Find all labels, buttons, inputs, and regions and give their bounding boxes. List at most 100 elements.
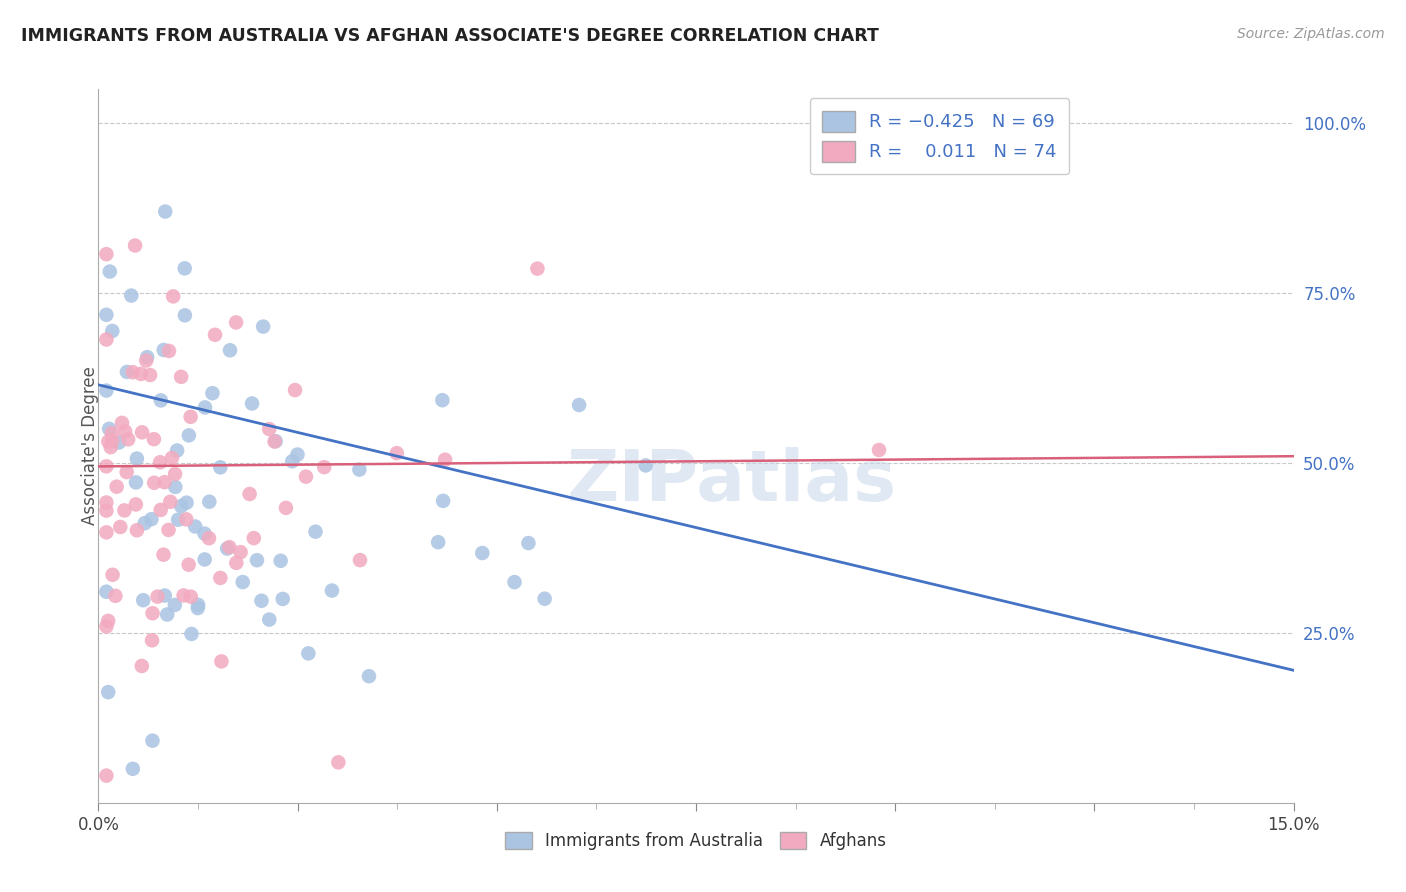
Point — [96, 333, 118, 347]
Point — [153, 475, 176, 490]
Point — [96, 503, 118, 517]
Point — [134, 516, 156, 530]
Point — [868, 443, 890, 458]
Point — [257, 422, 280, 436]
Point — [132, 593, 155, 607]
Point — [163, 598, 186, 612]
Point — [131, 659, 153, 673]
Point — [174, 308, 197, 322]
Point — [297, 646, 319, 660]
Point — [209, 654, 232, 668]
Point — [314, 460, 336, 475]
Text: IMMIGRANTS FROM AUSTRALIA VS AFGHAN ASSOCIATE'S DEGREE CORRELATION CHART: IMMIGRANTS FROM AUSTRALIA VS AFGHAN ASSO… — [21, 27, 879, 45]
Point — [259, 613, 281, 627]
Point — [187, 598, 209, 612]
Point — [568, 398, 591, 412]
Point — [146, 590, 169, 604]
Point — [193, 526, 215, 541]
Point — [117, 433, 139, 447]
Point — [152, 548, 174, 562]
Point — [98, 422, 121, 436]
Point — [239, 487, 262, 501]
Point — [434, 452, 457, 467]
Point — [97, 434, 120, 449]
Point — [112, 503, 135, 517]
Point — [184, 519, 207, 533]
Point — [129, 367, 152, 381]
Point — [101, 434, 124, 448]
Point — [136, 350, 159, 364]
Point — [232, 575, 254, 590]
Point — [180, 590, 202, 604]
Point — [101, 567, 124, 582]
Point — [218, 540, 240, 554]
Point — [96, 769, 118, 783]
Point — [149, 455, 172, 469]
Point — [287, 448, 309, 462]
Point — [141, 733, 163, 747]
Point — [165, 480, 187, 494]
Point — [131, 425, 153, 440]
Point — [170, 369, 193, 384]
Point — [281, 454, 304, 468]
Point — [121, 365, 143, 379]
Point — [149, 393, 172, 408]
Point — [96, 247, 118, 261]
Point — [250, 593, 273, 607]
Point — [471, 546, 494, 560]
Point — [187, 601, 209, 615]
Point — [270, 554, 292, 568]
Point — [194, 401, 217, 415]
Point — [155, 204, 177, 219]
Point — [159, 495, 181, 509]
Legend: Immigrants from Australia, Afghans: Immigrants from Australia, Afghans — [496, 824, 896, 859]
Point — [166, 443, 188, 458]
Point — [125, 498, 148, 512]
Point — [349, 553, 371, 567]
Point — [219, 343, 242, 358]
Point — [156, 607, 179, 622]
Point — [162, 289, 184, 303]
Text: ZIPatlas: ZIPatlas — [567, 447, 897, 516]
Point — [252, 319, 274, 334]
Point — [110, 520, 132, 534]
Point — [124, 238, 146, 252]
Point — [141, 633, 163, 648]
Point — [98, 264, 121, 278]
Point — [142, 607, 165, 621]
Point — [125, 451, 148, 466]
Point — [115, 465, 138, 479]
Point — [240, 396, 263, 410]
Point — [96, 619, 118, 633]
Point — [135, 353, 157, 368]
Point — [177, 428, 200, 442]
Point — [173, 589, 195, 603]
Point — [170, 499, 193, 513]
Point — [157, 343, 180, 358]
Point — [201, 386, 224, 401]
Point — [427, 535, 450, 549]
Point — [321, 583, 343, 598]
Point — [120, 288, 142, 302]
Point — [96, 525, 118, 540]
Point — [271, 591, 294, 606]
Point — [533, 591, 555, 606]
Point — [100, 440, 122, 454]
Point — [149, 503, 172, 517]
Point — [328, 756, 350, 770]
Point — [139, 368, 162, 382]
Point — [204, 327, 226, 342]
Point — [114, 425, 136, 439]
Point — [274, 500, 297, 515]
Point — [115, 365, 138, 379]
Point — [432, 493, 454, 508]
Point — [142, 432, 165, 446]
Point — [97, 685, 120, 699]
Point — [198, 494, 221, 508]
Point — [96, 459, 118, 474]
Point — [153, 589, 176, 603]
Y-axis label: Associate's Degree: Associate's Degree — [82, 367, 98, 525]
Point — [174, 512, 197, 526]
Point — [101, 426, 124, 441]
Point — [217, 541, 239, 556]
